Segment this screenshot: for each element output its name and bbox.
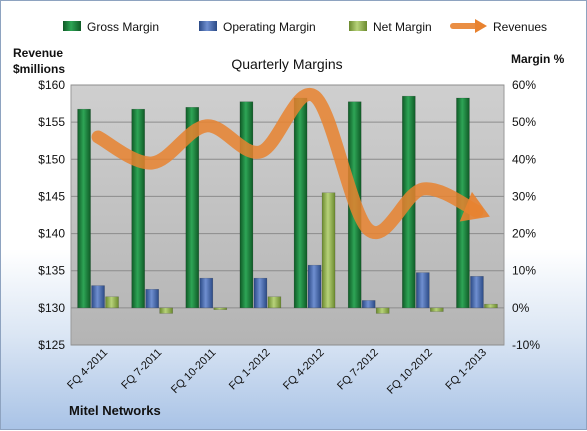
- operating-margin-bar: [91, 285, 105, 309]
- revenue-point: [97, 136, 99, 138]
- bars: [77, 95, 498, 314]
- left-tick-label: $135: [38, 264, 65, 278]
- operating-margin-bar: [199, 277, 214, 309]
- left-tick-label: $130: [38, 301, 65, 315]
- operating-margin-bar: [307, 264, 322, 309]
- legend-gross-margin: Gross Margin: [63, 20, 159, 34]
- revenue-point: [314, 95, 316, 97]
- left-tick-label: $145: [38, 189, 65, 203]
- gross-margin-bar: [131, 108, 145, 309]
- x-tick-label: FQ 4-2012: [281, 347, 327, 393]
- revenue-arrow-head: [459, 191, 490, 222]
- net-margin-bar: [159, 307, 173, 314]
- left-tick-label: $125: [38, 338, 65, 352]
- legend-operating-margin: Operating Margin: [199, 20, 316, 34]
- legend-label-operating-margin: Operating Margin: [223, 20, 316, 34]
- revenue-point: [476, 210, 478, 212]
- right-axis-label: Margin %: [511, 52, 565, 66]
- x-tick-label: FQ 1-2012: [227, 347, 273, 393]
- operating-margin-bar: [470, 276, 484, 309]
- revenue-line: [91, 88, 490, 240]
- right-tick-label: 60%: [512, 78, 536, 92]
- chart-title: Quarterly Margins: [231, 56, 342, 72]
- legend-swatch-gross-margin: [63, 21, 81, 31]
- x-tick-label: FQ 7-2011: [119, 347, 164, 392]
- operating-margin-bar: [416, 272, 430, 309]
- right-tick-label: 50%: [512, 115, 536, 129]
- left-axis-label-line1: Revenue: [13, 46, 63, 60]
- revenue-point: [205, 125, 207, 127]
- x-tick-label: FQ 4-2011: [65, 347, 110, 392]
- left-axis-ticks: $125 $130 $135 $140 $145 $150 $155 $160: [38, 78, 65, 352]
- operating-margin-bar: [145, 289, 159, 309]
- revenue-point: [422, 188, 424, 190]
- legend: Gross Margin Operating Margin Net Margin…: [63, 19, 547, 34]
- net-margin-bar: [484, 303, 498, 309]
- gross-margin-bar: [77, 108, 91, 309]
- net-margin-bar: [430, 307, 444, 312]
- net-margin-bar: [375, 307, 390, 314]
- legend-revenues: Revenues: [450, 19, 547, 34]
- legend-swatch-net-margin: [349, 21, 367, 31]
- left-tick-label: $160: [38, 78, 65, 92]
- right-axis-ticks: -10% 0% 10% 20% 30% 40% 50% 60%: [512, 78, 540, 352]
- revenue-point: [368, 229, 370, 231]
- x-axis-labels: FQ 4-2011 FQ 7-2011 FQ 10-2011 FQ 1-2012 FQ …: [65, 347, 489, 397]
- revenue-point: [259, 151, 261, 153]
- right-tick-label: -10%: [512, 338, 540, 352]
- operating-margin-bar: [253, 277, 268, 309]
- company-name: Mitel Networks: [69, 403, 161, 418]
- net-margin-bar: [213, 307, 228, 310]
- right-tick-label: 10%: [512, 264, 536, 278]
- gross-margin-bar: [293, 97, 308, 309]
- operating-margin-bar: [361, 300, 376, 309]
- x-tick-label: FQ 10-2012: [385, 347, 435, 397]
- gross-margin-bar: [185, 107, 200, 309]
- gross-margin-bar: [239, 101, 254, 309]
- legend-label-gross-margin: Gross Margin: [87, 20, 159, 34]
- revenue-line-path: [91, 88, 484, 240]
- right-tick-label: 0%: [512, 301, 530, 315]
- legend-net-margin: Net Margin: [349, 20, 432, 34]
- legend-label-net-margin: Net Margin: [373, 20, 432, 34]
- legend-label-revenues: Revenues: [493, 20, 547, 34]
- x-tick-label: FQ 7-2012: [335, 347, 381, 393]
- right-tick-label: 20%: [512, 227, 536, 241]
- left-tick-label: $155: [38, 115, 65, 129]
- net-margin-bar: [267, 296, 282, 309]
- legend-swatch-operating-margin: [199, 21, 217, 31]
- net-margin-bar: [105, 296, 119, 309]
- revenue-point: [151, 162, 153, 164]
- left-tick-label: $140: [38, 227, 65, 241]
- x-tick-label: FQ 10-2011: [169, 347, 218, 396]
- x-tick-label: FQ 1-2013: [443, 347, 489, 393]
- left-axis-label-line2: $millions: [13, 62, 65, 76]
- right-tick-label: 40%: [512, 152, 536, 166]
- right-tick-label: 30%: [512, 189, 536, 203]
- left-tick-label: $150: [38, 152, 65, 166]
- legend-arrow-head: [475, 19, 487, 33]
- net-margin-bar: [321, 192, 336, 309]
